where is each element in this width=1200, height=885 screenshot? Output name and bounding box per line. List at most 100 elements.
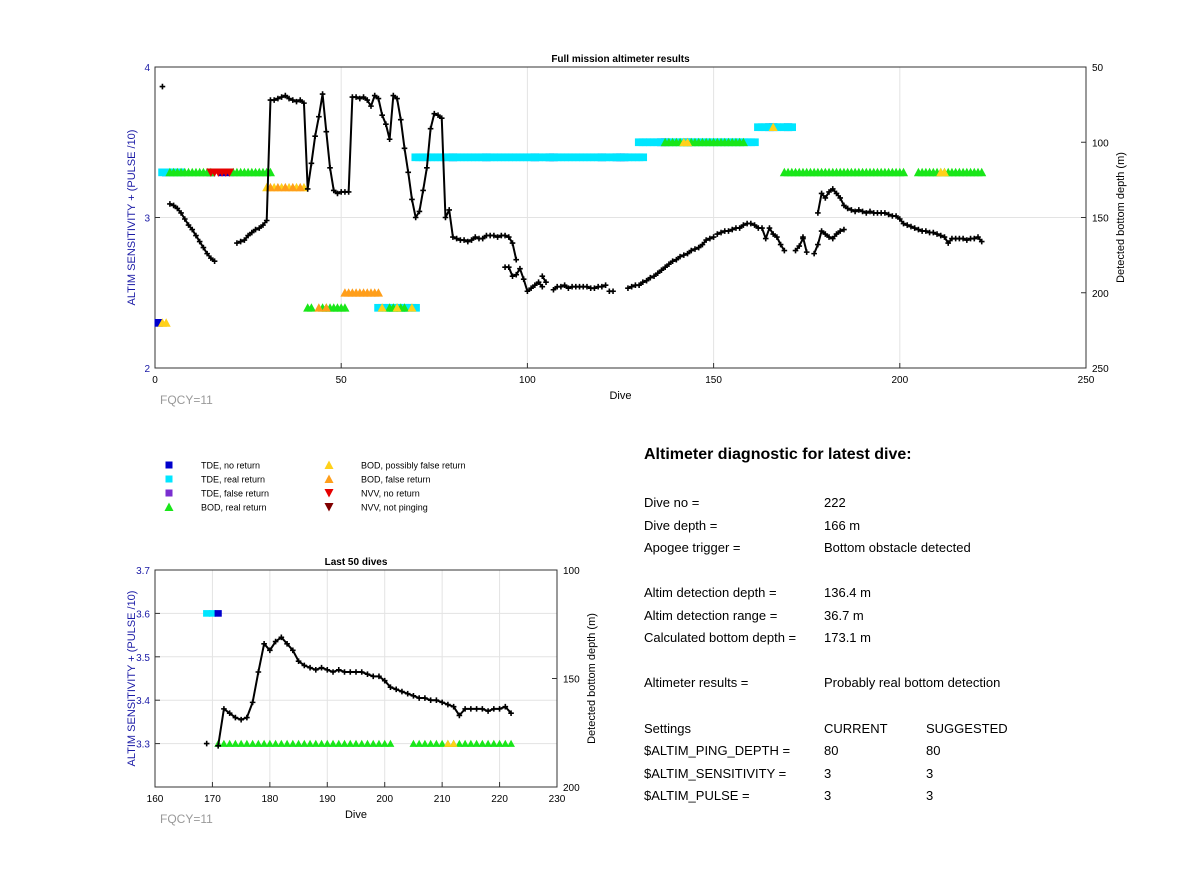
bottom-depth-point [859, 208, 866, 215]
bottom-depth-point [841, 226, 847, 233]
bottom-depth-point [625, 285, 631, 292]
bod-real-return-marker [225, 739, 234, 747]
bod-real-return-marker [363, 739, 372, 747]
bottom-depth-point [662, 264, 668, 270]
y-right-tick-label: 250 [1092, 364, 1109, 375]
tde-real-return-marker [638, 153, 648, 162]
bottom-depth-point [261, 640, 267, 647]
bottom-depth-point [360, 94, 367, 100]
settings-header-row: Settings CURRENT SUGGESTED [644, 721, 1008, 736]
bottom-depth-point [651, 273, 657, 279]
bod-possibly-false-return-legend-icon [324, 460, 334, 469]
y-right-tick-label: 150 [563, 675, 580, 686]
bod-real-return-marker [357, 739, 366, 747]
bottom-depth-point [345, 189, 352, 195]
bottom-depth-point [301, 100, 307, 106]
bod-real-return-marker [271, 739, 280, 747]
settings-row: $ALTIM_PULSE = 3 3 [644, 788, 933, 803]
chart-title: Last 50 dives [325, 557, 388, 568]
bottom-depth-point [465, 238, 471, 245]
bottom-depth-point [800, 234, 806, 240]
bottom-depth-point [934, 231, 940, 237]
bottom-depth-point [491, 232, 497, 239]
bottom-depth-point [658, 267, 665, 273]
bod-real-return-marker [432, 739, 441, 747]
bottom-depth-point [852, 208, 858, 215]
bottom-depth-point [505, 234, 512, 240]
bottom-depth-point [371, 92, 378, 99]
bod-possibly-false-return-marker [443, 739, 452, 747]
bottom-depth-point [725, 228, 732, 234]
bottom-depth-point [915, 226, 922, 233]
y-left-axis-label: ALTIM SENSITIVITY + (PULSE /10) [126, 130, 138, 306]
bottom-depth-point [307, 664, 313, 671]
bottom-depth-point [375, 95, 382, 102]
apogee-trigger-label: Apogee trigger = [644, 540, 741, 555]
legend-label: NVV, not pinging [361, 503, 428, 513]
bod-real-return-marker [277, 739, 286, 747]
bottom-depth-point [394, 95, 400, 102]
bottom-depth-point [238, 716, 244, 723]
bottom-depth-point [200, 244, 207, 251]
bottom-depth-point [293, 98, 300, 105]
x-axis-label: Dive [345, 809, 367, 821]
bottom-depth-point [347, 669, 354, 675]
setting-current: 80 [824, 743, 839, 758]
bottom-depth-point [295, 658, 302, 664]
bod-real-return-marker [380, 739, 389, 747]
bottom-depth-point [453, 235, 460, 242]
bottom-depth-point [401, 145, 408, 152]
bottom-depth-point [561, 282, 568, 289]
bod-real-return-marker [311, 739, 320, 747]
bottom-depth-point [181, 216, 188, 222]
bod-real-return-marker [495, 739, 504, 747]
bottom-depth-point [368, 103, 374, 109]
bod-real-return-marker [455, 739, 464, 747]
bottom-depth-point [796, 243, 803, 249]
bottom-depth-point [438, 115, 445, 121]
bod-real-return-marker [329, 739, 337, 747]
bottom-depth-point [249, 699, 256, 706]
bottom-depth-point [681, 252, 687, 258]
bottom-depth-point [255, 669, 262, 675]
bottom-depth-point [729, 226, 736, 233]
bottom-depth-point [893, 213, 899, 219]
tde-real-return-marker [750, 138, 759, 147]
bottom-depth-point [204, 250, 210, 257]
y-left-axis-label: ALTIM SENSITIVITY + (PULSE /10) [126, 591, 138, 767]
bottom-depth-point [383, 121, 389, 127]
bod-real-return-marker [484, 739, 492, 747]
legend-label: BOD, false return [361, 475, 431, 485]
bottom-depth-point [688, 247, 695, 254]
bod-real-return-marker [300, 739, 309, 747]
bottom-depth-point [468, 706, 474, 712]
bottom-depth-point [215, 742, 221, 749]
bod-possibly-false-return-marker [161, 318, 171, 327]
bottom-depth-point [249, 229, 255, 236]
bottom-depth-point [445, 701, 451, 708]
bottom-depth-point [643, 277, 650, 284]
bottom-depth-point [397, 116, 404, 123]
bod-real-return-marker [231, 739, 240, 747]
bottom-depth-point [341, 669, 348, 675]
altim-detection-range-label: Altim detection range = [644, 608, 778, 623]
bottom-depth-point [628, 283, 635, 290]
bottom-depth-point [286, 95, 292, 102]
bod-real-return-marker [421, 739, 429, 747]
bottom-depth-point [335, 667, 342, 673]
y-right-tick-label: 150 [1092, 214, 1109, 225]
bottom-depth-point [815, 241, 821, 248]
bottom-depth-point [334, 190, 341, 197]
bottom-depth-point [256, 225, 263, 231]
x-tick-label: 50 [336, 375, 348, 386]
bottom-depth-point [513, 271, 520, 278]
bottom-depth-point [762, 235, 769, 242]
bod-real-return-marker [317, 739, 326, 747]
bod-false-return-marker [295, 182, 305, 192]
bod-possibly-false-return-marker [939, 167, 950, 177]
bottom-depth-point [707, 235, 713, 242]
bod-real-return-marker [472, 739, 481, 747]
setting-current: 3 [824, 788, 832, 803]
tde-real-return-legend-icon [165, 475, 173, 483]
bottom-depth-point [431, 110, 438, 117]
